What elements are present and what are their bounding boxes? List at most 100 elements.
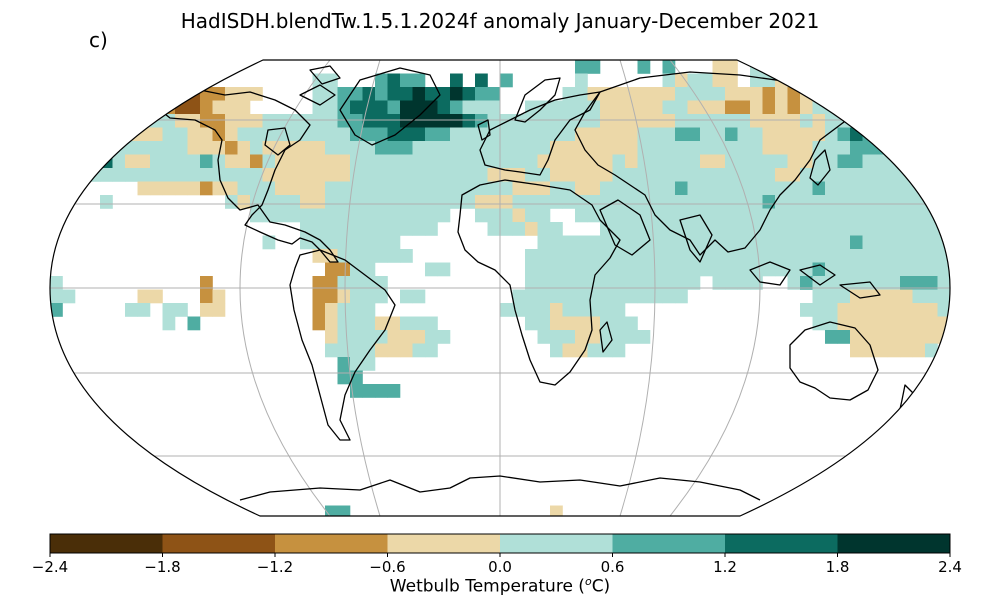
- anomaly-cell: [812, 316, 826, 331]
- anomaly-cell: [887, 208, 901, 223]
- anomaly-cell: [925, 330, 938, 344]
- anomaly-cell: [237, 127, 251, 142]
- anomaly-cell: [787, 60, 801, 74]
- anomaly-cell: [387, 181, 401, 196]
- anomaly-cell: [675, 127, 688, 142]
- anomaly-cell: [350, 114, 363, 128]
- anomaly-cell: [587, 168, 601, 182]
- anomaly-cell: [462, 181, 476, 196]
- anomaly-cell: [812, 262, 826, 277]
- anomaly-cell: [712, 87, 726, 101]
- anomaly-cell: [925, 87, 938, 101]
- anomaly-cell: [712, 181, 726, 196]
- anomaly-cell: [925, 100, 938, 115]
- anomaly-cell: [425, 141, 438, 155]
- anomaly-cell: [350, 343, 363, 358]
- anomaly-cell: [687, 276, 701, 290]
- colorbar-swatch: [275, 534, 388, 553]
- anomaly-cell: [412, 87, 426, 101]
- anomaly-cell: [150, 127, 163, 142]
- anomaly-cell: [300, 235, 313, 250]
- anomaly-cell: [425, 181, 438, 196]
- anomaly-cell: [937, 289, 950, 304]
- anomaly-cell: [200, 168, 213, 182]
- anomaly-cell: [675, 249, 688, 263]
- anomaly-cell: [437, 208, 451, 223]
- anomaly-cell: [775, 195, 788, 209]
- anomaly-cell: [887, 181, 901, 196]
- anomaly-cell: [300, 208, 313, 223]
- anomaly-cell: [537, 330, 551, 344]
- anomaly-cell: [587, 181, 601, 196]
- anomaly-cell: [675, 276, 688, 290]
- anomaly-cell: [787, 168, 801, 182]
- anomaly-cell: [450, 100, 463, 115]
- anomaly-cell: [737, 100, 751, 115]
- anomaly-cell: [900, 127, 913, 142]
- anomaly-cell: [925, 276, 938, 290]
- anomaly-cell: [612, 87, 626, 101]
- anomaly-cell: [562, 141, 576, 155]
- anomaly-cell: [687, 208, 701, 223]
- anomaly-cell: [862, 343, 876, 358]
- anomaly-cell: [862, 235, 876, 250]
- anomaly-cell: [400, 195, 413, 209]
- anomaly-cell: [963, 222, 976, 236]
- anomaly-cell: [762, 87, 776, 101]
- anomaly-cell: [137, 289, 151, 304]
- anomaly-cell: [737, 181, 751, 196]
- anomaly-cell: [562, 289, 576, 304]
- anomaly-cell: [900, 343, 913, 358]
- anomaly-cell: [75, 127, 88, 142]
- anomaly-cell: [825, 289, 838, 304]
- anomaly-cell: [525, 154, 538, 169]
- anomaly-cell: [325, 208, 338, 223]
- colorbar-tick-label: 1.8: [825, 558, 850, 576]
- anomaly-cell: [362, 154, 376, 169]
- anomaly-cell: [750, 168, 763, 182]
- anomaly-cell: [975, 114, 988, 128]
- anomaly-cell: [625, 181, 638, 196]
- anomaly-cell: [612, 276, 626, 290]
- anomaly-cell: [512, 154, 526, 169]
- anomaly-cell: [637, 289, 651, 304]
- europe-coast: [479, 91, 601, 176]
- anomaly-cell: [625, 289, 638, 304]
- anomaly-cell: [562, 249, 576, 263]
- anomaly-cell: [912, 262, 926, 277]
- anomaly-cell: [850, 330, 863, 344]
- anomaly-cell: [650, 154, 663, 169]
- anomaly-cell: [900, 114, 913, 128]
- anomaly-cell: [362, 262, 376, 277]
- anomaly-cell: [287, 208, 301, 223]
- anomaly-cell: [812, 127, 826, 142]
- anomaly-cell: [837, 208, 851, 223]
- anomaly-cell: [175, 181, 188, 196]
- anomaly-cell: [787, 154, 801, 169]
- anomaly-cell: [200, 100, 213, 115]
- anomaly-cell: [637, 235, 651, 250]
- anomaly-cell: [762, 100, 776, 115]
- anomaly-cell: [425, 195, 438, 209]
- anomaly-cell: [412, 168, 426, 182]
- anomaly-cell: [600, 303, 613, 317]
- anomaly-cell: [912, 154, 926, 169]
- anomaly-cell: [650, 127, 663, 142]
- anomaly-cell: [937, 127, 950, 142]
- anomaly-cell: [150, 100, 163, 115]
- anomaly-cell: [937, 249, 950, 263]
- anomaly-cell: [275, 168, 288, 182]
- anomaly-cell: [575, 303, 588, 317]
- anomaly-cell: [350, 141, 363, 155]
- anomaly-cell: [975, 168, 988, 182]
- anomaly-cell: [250, 141, 263, 155]
- anomaly-cell: [487, 127, 501, 142]
- anomaly-cell: [350, 276, 363, 290]
- anomaly-cell: [862, 100, 876, 115]
- anomaly-cell: [725, 195, 738, 209]
- anomaly-cell: [562, 316, 576, 331]
- anomaly-cell: [575, 181, 588, 196]
- anomaly-cell: [887, 465, 901, 479]
- anomaly-cell: [750, 87, 763, 101]
- anomaly-cell: [400, 208, 413, 223]
